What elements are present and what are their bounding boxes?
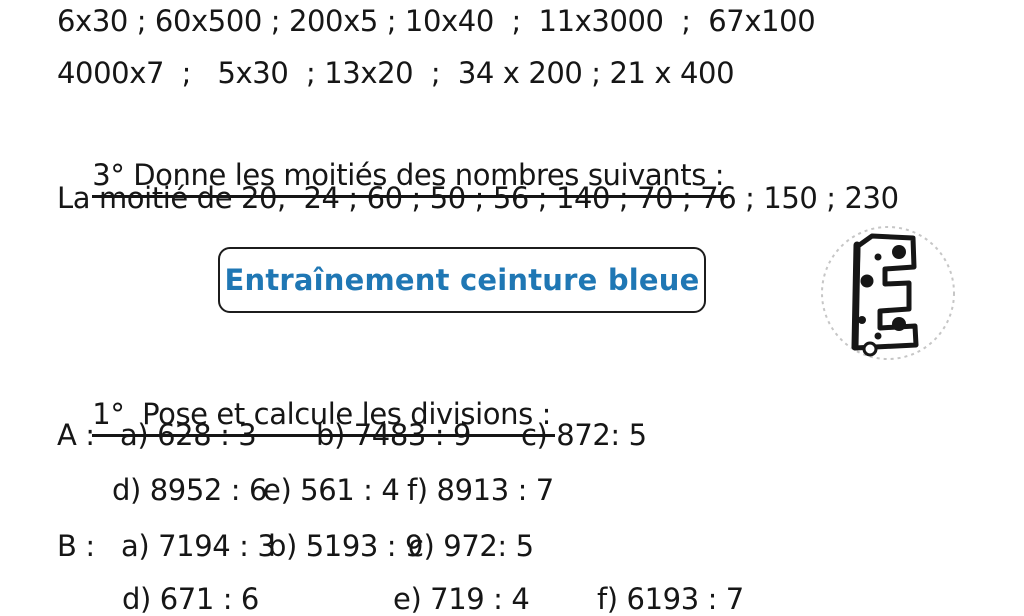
division-item: d) 8952 : 6 [112,473,268,507]
division-item: b) 7483 : 9 [316,418,472,452]
division-item: c) 972: 5 [408,529,534,563]
worksheet-page: 6x30 ; 60x500 ; 200x5 ; 10x40 ; 11x3000 … [0,4,1024,616]
multiplication-line-1: 6x30 ; 60x500 ; 200x5 ; 10x40 ; 11x3000 … [57,4,816,38]
blue-belt-stamp [812,224,964,366]
division-row-b: B : a) 7194 : 3 b) 5193 : 9 c) 972: 5 [0,529,1024,563]
exercise-3-heading: 3° Donne les moitiés des nombres suivant… [92,158,729,198]
exercise-1-heading: 1° Pose et calcule les divisions : [92,397,555,437]
blue-belt-banner-label: Entraînement ceinture bleue [224,263,700,297]
division-row-a: A : a) 628 : 3 b) 7483 : 9 c) 872: 5 [0,418,1024,452]
division-item: a) 7194 : 3 [121,529,276,563]
division-row-prefix: A : [57,418,95,452]
division-item: f) 8913 : 7 [407,473,554,507]
exercise-3-heading-wrap: 3° Donne les moitiés des nombres suivant… [57,124,729,232]
cheese-letter-e-icon [821,226,955,360]
division-row-a2: d) 8952 : 6 e) 561 : 4 f) 8913 : 7 [0,473,1024,507]
division-row-b2: d) 671 : 6 e) 719 : 4 f) 6193 : 7 [0,582,1024,616]
division-item: e) 561 : 4 [263,473,400,507]
exercise-3-body: La moitié de 20, 24 ; 60 ; 50 ; 56 ; 140… [57,181,899,215]
division-item: b) 5193 : 9 [268,529,424,563]
division-row-prefix: B : [57,529,95,563]
exercise-1-heading-wrap: 1° Pose et calcule les divisions : [57,363,555,471]
division-item: c) 872: 5 [521,418,647,452]
division-item: a) 628 : 3 [120,418,257,452]
blue-belt-banner: Entraînement ceinture bleue [218,247,706,313]
division-item: d) 671 : 6 [122,582,259,616]
division-item: e) 719 : 4 [393,582,530,616]
division-item: f) 6193 : 7 [597,582,744,616]
multiplication-line-2: 4000x7 ; 5x30 ; 13x20 ; 34 x 200 ; 21 x … [57,56,735,90]
